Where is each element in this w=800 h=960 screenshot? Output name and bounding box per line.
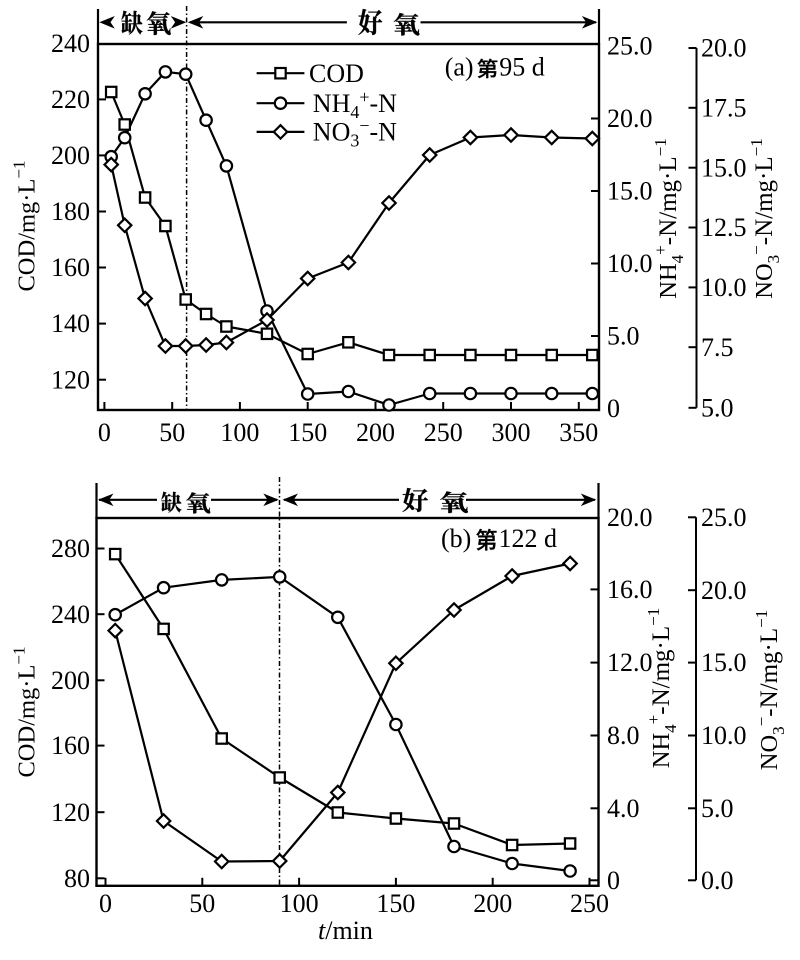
svg-text:(b): (b) — [441, 524, 471, 553]
svg-text:120: 120 — [51, 365, 90, 394]
svg-text:50: 50 — [159, 418, 185, 447]
svg-text:20.0: 20.0 — [607, 503, 653, 532]
svg-text:(a): (a) — [445, 52, 474, 81]
svg-text:NH4+-N/mg·L−1: NH4+-N/mg·L−1 — [651, 138, 687, 298]
svg-text:15.0: 15.0 — [701, 153, 747, 182]
svg-text:12.5: 12.5 — [701, 213, 747, 242]
svg-text:220: 220 — [51, 85, 90, 114]
svg-text:10.0: 10.0 — [607, 249, 653, 278]
svg-text:20.0: 20.0 — [701, 34, 747, 63]
svg-text:COD/mg·L−1: COD/mg·L−1 — [10, 646, 41, 777]
svg-text:100: 100 — [220, 418, 259, 447]
svg-text:20.0: 20.0 — [607, 104, 653, 133]
svg-text:200: 200 — [51, 141, 90, 170]
svg-text:160: 160 — [51, 731, 90, 760]
svg-text:250: 250 — [424, 418, 463, 447]
svg-text:240: 240 — [51, 600, 90, 629]
svg-text:5.0: 5.0 — [701, 393, 734, 422]
svg-text:17.5: 17.5 — [701, 93, 747, 122]
svg-text:16.0: 16.0 — [607, 575, 653, 604]
svg-text:80: 80 — [64, 864, 90, 893]
svg-text:200: 200 — [51, 666, 90, 695]
svg-text:350: 350 — [559, 418, 598, 447]
svg-text:180: 180 — [51, 197, 90, 226]
svg-text:95 d: 95 d — [499, 52, 545, 81]
svg-text:140: 140 — [51, 309, 90, 338]
svg-text:12.0: 12.0 — [607, 648, 653, 677]
svg-text:100: 100 — [280, 889, 319, 918]
svg-text:0: 0 — [99, 889, 112, 918]
svg-text:25.0: 25.0 — [607, 32, 653, 61]
svg-text:150: 150 — [288, 418, 327, 447]
svg-text:160: 160 — [51, 253, 90, 282]
svg-text:7.5: 7.5 — [701, 333, 734, 362]
svg-text:120: 120 — [51, 798, 90, 827]
svg-text:0.0: 0.0 — [701, 866, 734, 895]
svg-text:5.0: 5.0 — [701, 794, 734, 823]
svg-text:15.0: 15.0 — [607, 177, 653, 206]
svg-text:NH4+-N/mg·L−1: NH4+-N/mg·L−1 — [644, 608, 680, 768]
svg-text:8.0: 8.0 — [607, 721, 640, 750]
svg-text:50: 50 — [189, 889, 215, 918]
svg-text:10.0: 10.0 — [701, 721, 747, 750]
svg-text:300: 300 — [492, 418, 531, 447]
svg-text:NO3−-N/mg·L−1: NO3−-N/mg·L−1 — [747, 138, 783, 298]
svg-text:200: 200 — [473, 889, 512, 918]
svg-text:0: 0 — [98, 418, 111, 447]
svg-text:150: 150 — [376, 889, 415, 918]
svg-text:NO3−-N/mg·L−1: NO3−-N/mg·L−1 — [752, 610, 788, 770]
svg-text:122 d: 122 d — [499, 524, 558, 553]
svg-text:10.0: 10.0 — [701, 273, 747, 302]
svg-text:5.0: 5.0 — [607, 322, 640, 351]
svg-text:4.0: 4.0 — [607, 794, 640, 823]
svg-text:COD: COD — [309, 59, 364, 88]
svg-text:COD/mg·L−1: COD/mg·L−1 — [10, 160, 41, 291]
svg-text:280: 280 — [51, 534, 90, 563]
svg-text:20.0: 20.0 — [701, 576, 747, 605]
svg-text:t/min: t/min — [318, 916, 373, 945]
svg-text:0: 0 — [607, 394, 620, 423]
svg-text:240: 240 — [51, 29, 90, 58]
svg-text:0: 0 — [607, 866, 620, 895]
svg-text:250: 250 — [570, 889, 609, 918]
svg-text:25.0: 25.0 — [701, 503, 747, 532]
svg-text:15.0: 15.0 — [701, 648, 747, 677]
svg-text:200: 200 — [356, 418, 395, 447]
